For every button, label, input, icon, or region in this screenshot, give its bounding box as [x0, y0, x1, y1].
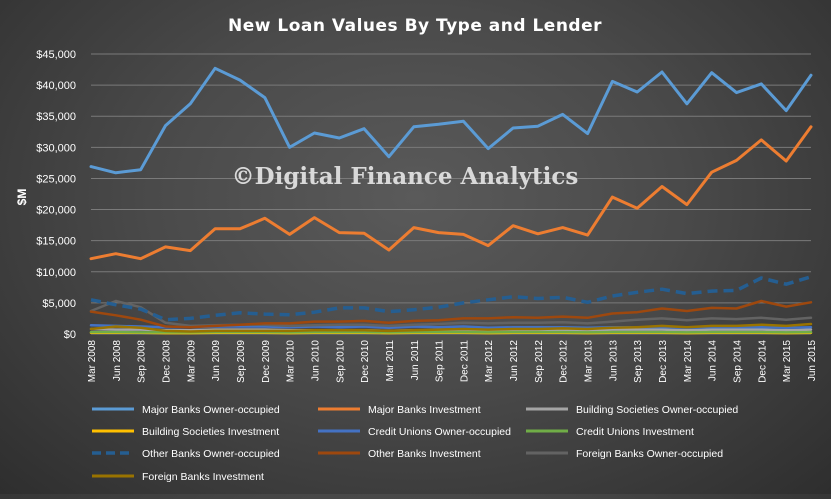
x-tick-label: Mar 2014 — [683, 340, 694, 383]
x-tick-label: Mar 2011 — [385, 340, 396, 382]
legend-label: Credit Unions Investment — [576, 426, 694, 438]
x-tick-label: Jun 2012 — [509, 340, 520, 382]
x-tick-label: Dec 2014 — [757, 340, 768, 383]
gridlines — [91, 54, 811, 334]
y-tick-label: $10,000 — [36, 267, 76, 279]
y-tick-label: $35,000 — [36, 111, 76, 123]
series-line — [91, 127, 811, 259]
x-tick-label: Dec 2010 — [360, 340, 371, 383]
series-line — [91, 68, 811, 173]
legend-label: Building Societies Owner-occupied — [576, 404, 738, 416]
y-tick-label: $40,000 — [36, 80, 76, 92]
legend-label: Building Societies Investment — [142, 426, 279, 438]
legend-label: Other Banks Investment — [368, 448, 481, 460]
x-tick-label: Dec 2008 — [161, 340, 172, 383]
legend-label: Other Banks Owner-occupied — [142, 448, 280, 460]
x-tick-label: Sep 2012 — [534, 340, 545, 383]
legend: Major Banks Owner-occupied Major Banks In… — [92, 404, 738, 483]
x-tick-label: Sep 2008 — [137, 340, 148, 383]
x-tick-label: Sep 2013 — [633, 340, 644, 383]
series-lines — [91, 68, 811, 333]
x-tick-label: Jun 2015 — [807, 340, 818, 382]
legend-label: Foreign Banks Owner-occupied — [576, 448, 723, 460]
y-tick-label: $45,000 — [36, 49, 76, 61]
y-tick-label: $25,000 — [36, 173, 76, 185]
x-tick-label: Mar 2009 — [186, 340, 197, 383]
legend-label: Major Banks Investment — [368, 404, 481, 416]
x-tick-label: Mar 2015 — [782, 340, 793, 383]
x-tick-label: Jun 2014 — [708, 340, 719, 382]
x-tick-label: Mar 2010 — [286, 340, 297, 383]
series-line — [91, 277, 811, 320]
x-tick-label: Dec 2013 — [658, 340, 669, 383]
x-tick-label: Mar 2013 — [584, 340, 595, 383]
x-tick-label: Jun 2013 — [608, 340, 619, 382]
watermark: ©Digital Finance Analytics — [232, 163, 579, 190]
y-tick-label: $30,000 — [36, 142, 76, 154]
x-tick-label: Sep 2010 — [335, 340, 346, 383]
y-tick-label: $5,000 — [42, 298, 76, 310]
y-tick-label: $20,000 — [36, 205, 76, 217]
series-line — [91, 301, 811, 326]
x-tick-label: Sep 2014 — [733, 340, 744, 383]
x-tick-label: Mar 2008 — [87, 340, 98, 383]
x-tick-label: Jun 2009 — [211, 340, 222, 382]
x-axis-ticks: Mar 2008 Jun 2008 Sep 2008 Dec 2008 Mar 2009… — [87, 340, 818, 383]
y-tick-label: $15,000 — [36, 236, 76, 248]
x-tick-label: Dec 2012 — [559, 340, 570, 383]
legend-label: Credit Unions Owner-occupied — [368, 426, 511, 438]
x-tick-label: Sep 2011 — [435, 340, 446, 383]
y-axis-label: $M — [15, 189, 29, 206]
y-axis-ticks: $0 $5,000 $10,000 $15,000 $20,000 $25,000 $30,… — [36, 49, 76, 341]
chart-title: New Loan Values By Type and Lender — [228, 16, 602, 36]
x-tick-label: Dec 2009 — [261, 340, 272, 383]
legend-label: Foreign Banks Investment — [142, 471, 264, 483]
x-tick-label: Sep 2009 — [236, 340, 247, 383]
x-tick-label: Jun 2010 — [310, 340, 321, 382]
legend-label: Major Banks Owner-occupied — [142, 404, 280, 416]
y-tick-label: $0 — [64, 329, 76, 341]
x-tick-label: Mar 2012 — [484, 340, 495, 383]
x-tick-label: Jun 2011 — [410, 340, 421, 381]
x-tick-label: Dec 2011 — [459, 340, 470, 383]
x-tick-label: Jun 2008 — [112, 340, 123, 382]
